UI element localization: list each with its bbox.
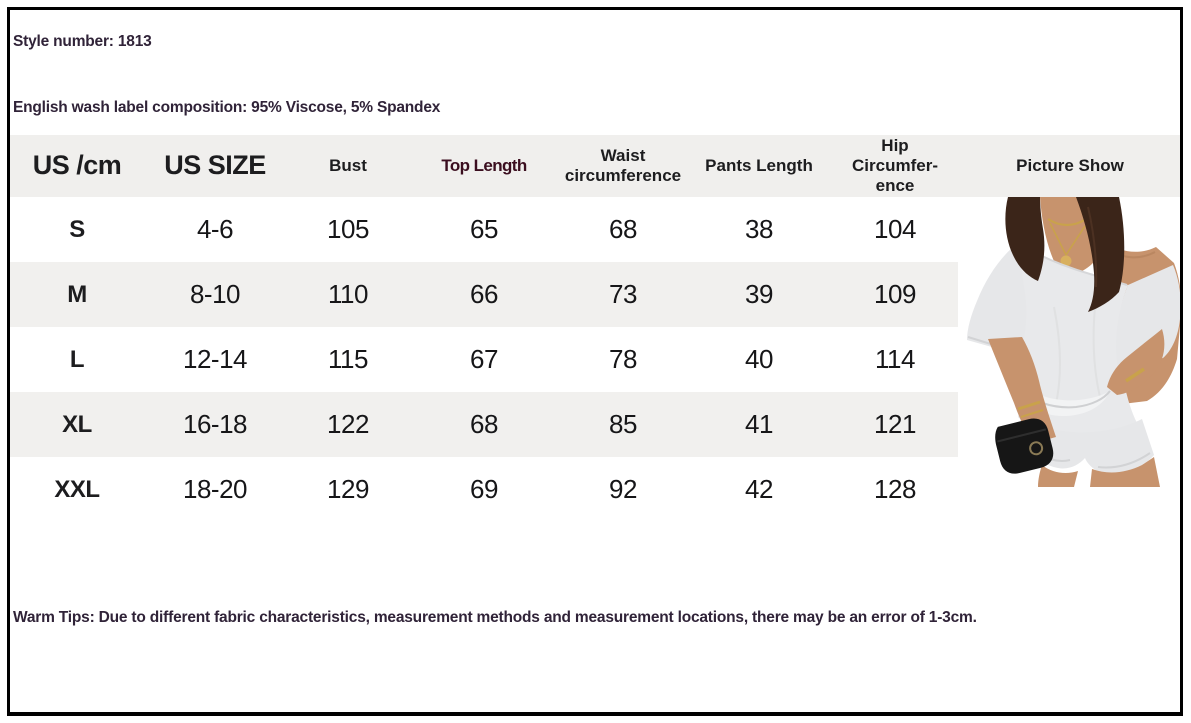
bust-value: 105 [327, 214, 369, 244]
hip-value: 104 [874, 214, 916, 244]
us-size-value: 4-6 [196, 214, 234, 244]
bust-value: 129 [327, 474, 369, 504]
column-header-waist: Waist circumference [558, 135, 688, 197]
top-length-value: 65 [470, 214, 498, 244]
style-number-label: Style number: 1813 [13, 33, 152, 50]
composition-label: English wash label composition: 95% Visc… [13, 99, 441, 116]
size-label: XL [10, 392, 144, 457]
size-chart-table: US /cm US SIZE Bust Top Length Waist cir… [10, 135, 1182, 522]
waist-value: 78 [609, 344, 637, 374]
waist-value: 92 [609, 474, 637, 504]
product-photo [958, 197, 1182, 487]
model-photo-illustration [958, 197, 1182, 487]
size-label: XXL [54, 475, 100, 503]
hip-value: 114 [875, 344, 915, 374]
us-size-value: 18-20 [183, 474, 248, 504]
top-length-value: 69 [470, 474, 498, 504]
bust-value: 122 [286, 392, 410, 457]
warm-tips-label: Warm Tips: Due to different fabric chara… [13, 609, 977, 626]
size-label: L [69, 345, 85, 373]
hip-value: 109 [830, 262, 960, 327]
hip-value: 121 [830, 392, 960, 457]
waist-value: 68 [609, 214, 637, 244]
us-size-value: 12-14 [183, 344, 248, 374]
column-header-bust: Bust [286, 135, 410, 197]
column-header-unit: US /cm [10, 135, 144, 197]
hip-value: 128 [874, 474, 916, 504]
waist-value: 85 [558, 392, 688, 457]
top-length-value: 66 [410, 262, 558, 327]
pants-length-value: 38 [745, 214, 773, 244]
column-header-picture-show: Picture Show [960, 135, 1180, 197]
bust-value: 110 [286, 262, 410, 327]
pants-length-value: 41 [688, 392, 830, 457]
pants-length-value: 40 [745, 344, 773, 374]
column-header-pants-length: Pants Length [688, 135, 830, 197]
top-length-value: 68 [410, 392, 558, 457]
column-header-top-length: Top Length [410, 135, 558, 197]
pants-length-value: 42 [745, 474, 773, 504]
waist-value: 73 [558, 262, 688, 327]
us-size-value: 16-18 [144, 392, 286, 457]
column-header-hip: Hip Circumfer-ence [830, 135, 960, 197]
pants-length-value: 39 [688, 262, 830, 327]
bust-value: 115 [328, 344, 368, 374]
size-label: S [69, 215, 85, 243]
column-header-us-size: US SIZE [144, 135, 286, 197]
us-size-value: 8-10 [144, 262, 286, 327]
top-length-value: 67 [470, 344, 498, 374]
size-label: M [10, 262, 144, 327]
